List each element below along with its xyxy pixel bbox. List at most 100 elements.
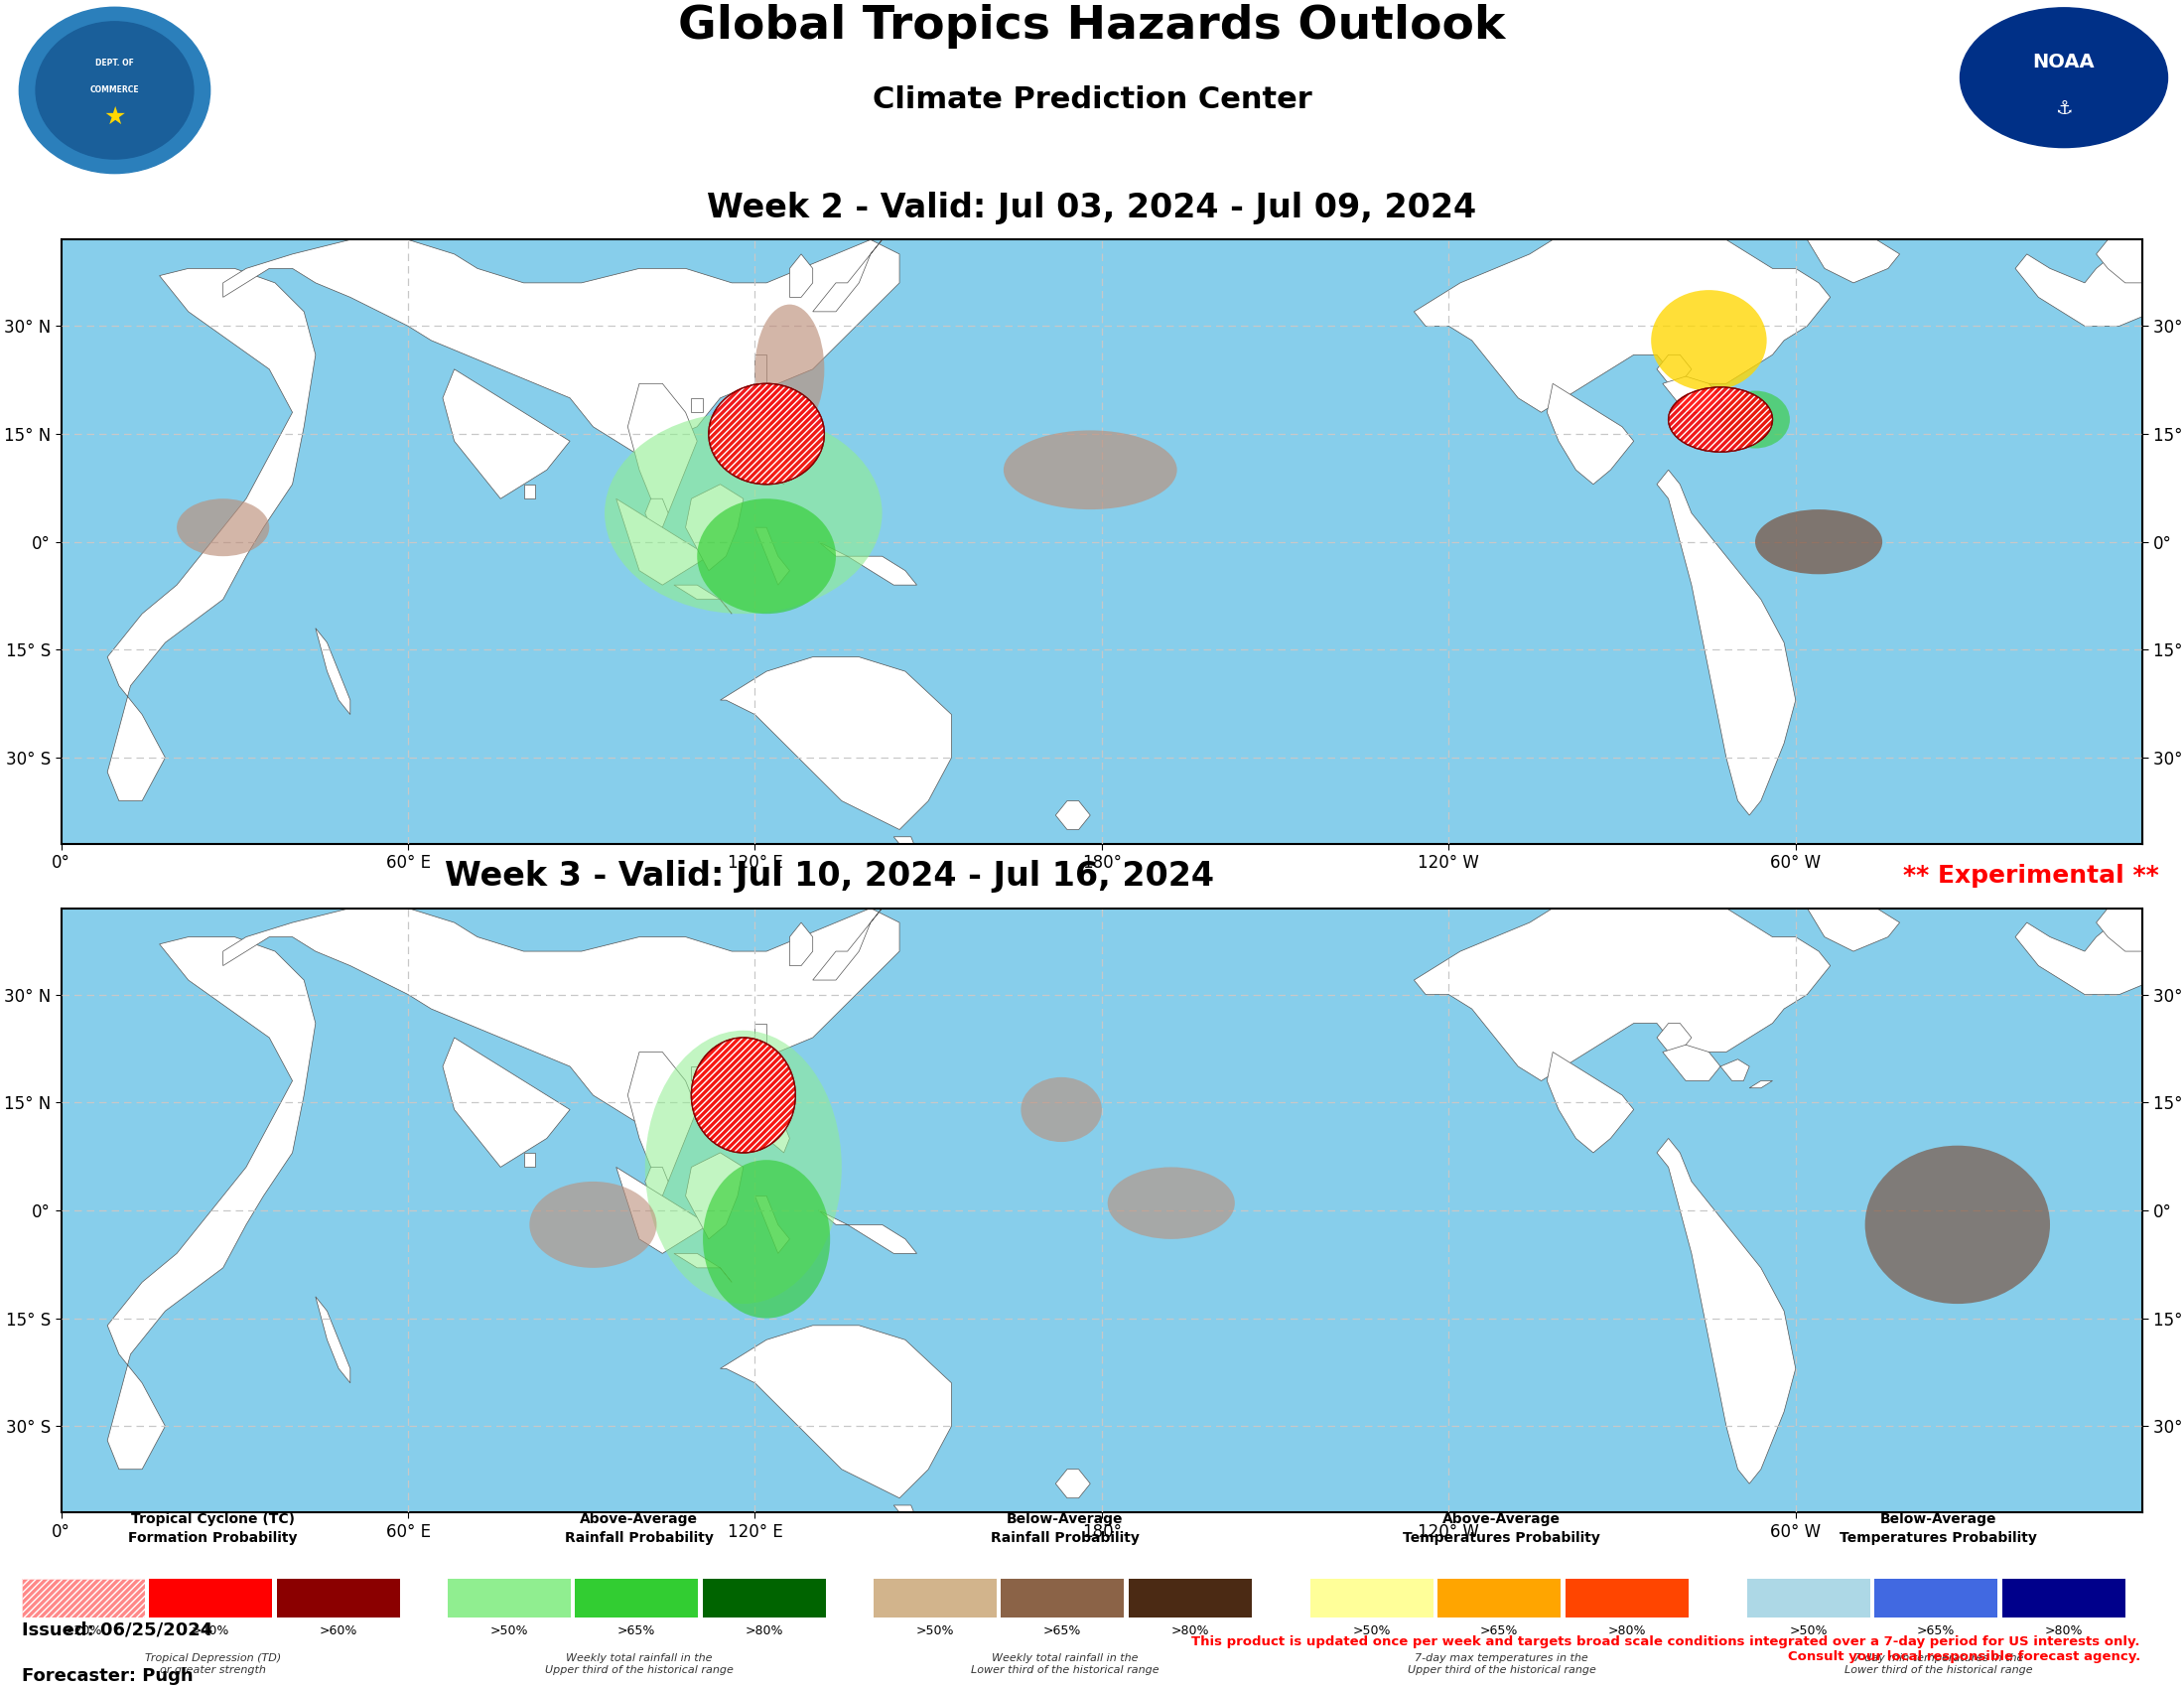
- Ellipse shape: [1961, 8, 2167, 147]
- Polygon shape: [791, 255, 812, 297]
- Polygon shape: [107, 268, 314, 800]
- Bar: [574, 1580, 699, 1617]
- Polygon shape: [524, 484, 535, 498]
- Text: >20%: >20%: [63, 1626, 103, 1637]
- Ellipse shape: [529, 1182, 657, 1268]
- Polygon shape: [443, 370, 570, 498]
- Polygon shape: [812, 908, 882, 981]
- Polygon shape: [1662, 1045, 1721, 1080]
- Bar: [1000, 1580, 1125, 1617]
- Polygon shape: [107, 937, 314, 1469]
- Polygon shape: [686, 1153, 743, 1239]
- Polygon shape: [893, 1506, 917, 1519]
- Text: >80%: >80%: [2044, 1626, 2084, 1637]
- Text: Week 2 - Valid: Jul 03, 2024 - Jul 09, 2024: Week 2 - Valid: Jul 03, 2024 - Jul 09, 2…: [708, 191, 1476, 225]
- Text: >50%: >50%: [915, 1626, 954, 1637]
- Polygon shape: [1546, 1052, 1634, 1153]
- Text: Issued: 06/25/2024: Issued: 06/25/2024: [22, 1620, 212, 1639]
- Polygon shape: [2016, 240, 2184, 326]
- Polygon shape: [686, 484, 743, 571]
- Polygon shape: [1749, 1080, 1773, 1089]
- Polygon shape: [1658, 1138, 1795, 1484]
- Ellipse shape: [1721, 392, 1791, 449]
- Polygon shape: [1749, 412, 1773, 420]
- Bar: [1566, 1580, 1688, 1617]
- Text: >50%: >50%: [1789, 1626, 1828, 1637]
- Text: ⚓: ⚓: [2055, 100, 2073, 118]
- Polygon shape: [692, 398, 703, 412]
- Text: >40%: >40%: [192, 1626, 229, 1637]
- Polygon shape: [756, 1080, 791, 1153]
- Polygon shape: [644, 498, 668, 527]
- Polygon shape: [721, 657, 952, 829]
- Ellipse shape: [708, 383, 823, 484]
- Polygon shape: [524, 1153, 535, 1166]
- Ellipse shape: [1002, 430, 1177, 510]
- Text: Below-Average
Temperatures Probability: Below-Average Temperatures Probability: [1839, 1512, 2038, 1545]
- Text: >60%: >60%: [319, 1626, 358, 1637]
- Polygon shape: [1721, 1060, 1749, 1080]
- Ellipse shape: [177, 498, 269, 557]
- Text: >80%: >80%: [1171, 1626, 1210, 1637]
- Polygon shape: [314, 628, 349, 714]
- Text: >50%: >50%: [1352, 1626, 1391, 1637]
- Bar: [2003, 1580, 2125, 1617]
- Text: Above-Average
Temperatures Probability: Above-Average Temperatures Probability: [1402, 1512, 1601, 1545]
- Polygon shape: [1055, 800, 1090, 829]
- Text: Above-Average
Rainfall Probability: Above-Average Rainfall Probability: [563, 1512, 714, 1545]
- Ellipse shape: [1651, 290, 1767, 392]
- Bar: [448, 1580, 570, 1617]
- Bar: [1747, 1580, 1870, 1617]
- Bar: [22, 1580, 144, 1617]
- Polygon shape: [893, 837, 917, 851]
- Ellipse shape: [703, 1160, 830, 1318]
- Polygon shape: [1721, 392, 1749, 412]
- Bar: [1129, 1580, 1251, 1617]
- Polygon shape: [1413, 864, 1830, 1080]
- Polygon shape: [819, 542, 917, 586]
- Polygon shape: [791, 923, 812, 966]
- Text: >80%: >80%: [1607, 1626, 1647, 1637]
- Polygon shape: [819, 1210, 917, 1254]
- Polygon shape: [756, 412, 791, 484]
- Text: Tropical Cyclone (TC)
Formation Probability: Tropical Cyclone (TC) Formation Probabil…: [129, 1512, 297, 1545]
- Polygon shape: [314, 1296, 349, 1382]
- Polygon shape: [1658, 469, 1795, 815]
- Text: This product is updated once per week and targets broad scale conditions integra: This product is updated once per week an…: [1192, 1636, 2140, 1663]
- Text: Below-Average
Rainfall Probability: Below-Average Rainfall Probability: [989, 1512, 1140, 1545]
- Polygon shape: [1806, 240, 1900, 284]
- Ellipse shape: [692, 1038, 795, 1153]
- Text: Week 3 - Valid: Jul 10, 2024 - Jul 16, 2024: Week 3 - Valid: Jul 10, 2024 - Jul 16, 2…: [446, 859, 1214, 893]
- Polygon shape: [692, 1067, 703, 1080]
- Polygon shape: [756, 1023, 767, 1052]
- Text: Weekly total rainfall in the
Upper third of the historical range: Weekly total rainfall in the Upper third…: [544, 1653, 734, 1674]
- Ellipse shape: [605, 412, 882, 614]
- Polygon shape: [1806, 908, 1900, 952]
- Polygon shape: [756, 354, 767, 383]
- Polygon shape: [223, 240, 900, 456]
- Polygon shape: [756, 1195, 791, 1254]
- Text: Forecaster: Pugh: Forecaster: Pugh: [22, 1668, 192, 1685]
- Polygon shape: [2097, 225, 2153, 284]
- Polygon shape: [675, 1254, 732, 1283]
- Text: >65%: >65%: [1044, 1626, 1081, 1637]
- Text: COMMERCE: COMMERCE: [90, 86, 140, 95]
- Text: Tropical Depression (TD)
or greater strength: Tropical Depression (TD) or greater stre…: [144, 1653, 282, 1674]
- Text: Climate Prediction Center: Climate Prediction Center: [871, 84, 1313, 113]
- Polygon shape: [812, 240, 882, 312]
- Circle shape: [35, 22, 194, 159]
- Text: >65%: >65%: [1918, 1626, 1955, 1637]
- Ellipse shape: [1020, 1077, 1103, 1143]
- Bar: [1310, 1580, 1433, 1617]
- Text: 7-day max temperatures in the
Upper third of the historical range: 7-day max temperatures in the Upper thir…: [1406, 1653, 1597, 1674]
- Text: >50%: >50%: [489, 1626, 529, 1637]
- Polygon shape: [2016, 908, 2184, 994]
- Text: DEPT. OF: DEPT. OF: [96, 59, 133, 68]
- Bar: [874, 1580, 996, 1617]
- Bar: [22, 1580, 144, 1617]
- Polygon shape: [443, 1038, 570, 1166]
- Polygon shape: [1546, 383, 1634, 484]
- Bar: [277, 1580, 400, 1617]
- Ellipse shape: [1865, 1146, 2051, 1303]
- Ellipse shape: [756, 304, 823, 434]
